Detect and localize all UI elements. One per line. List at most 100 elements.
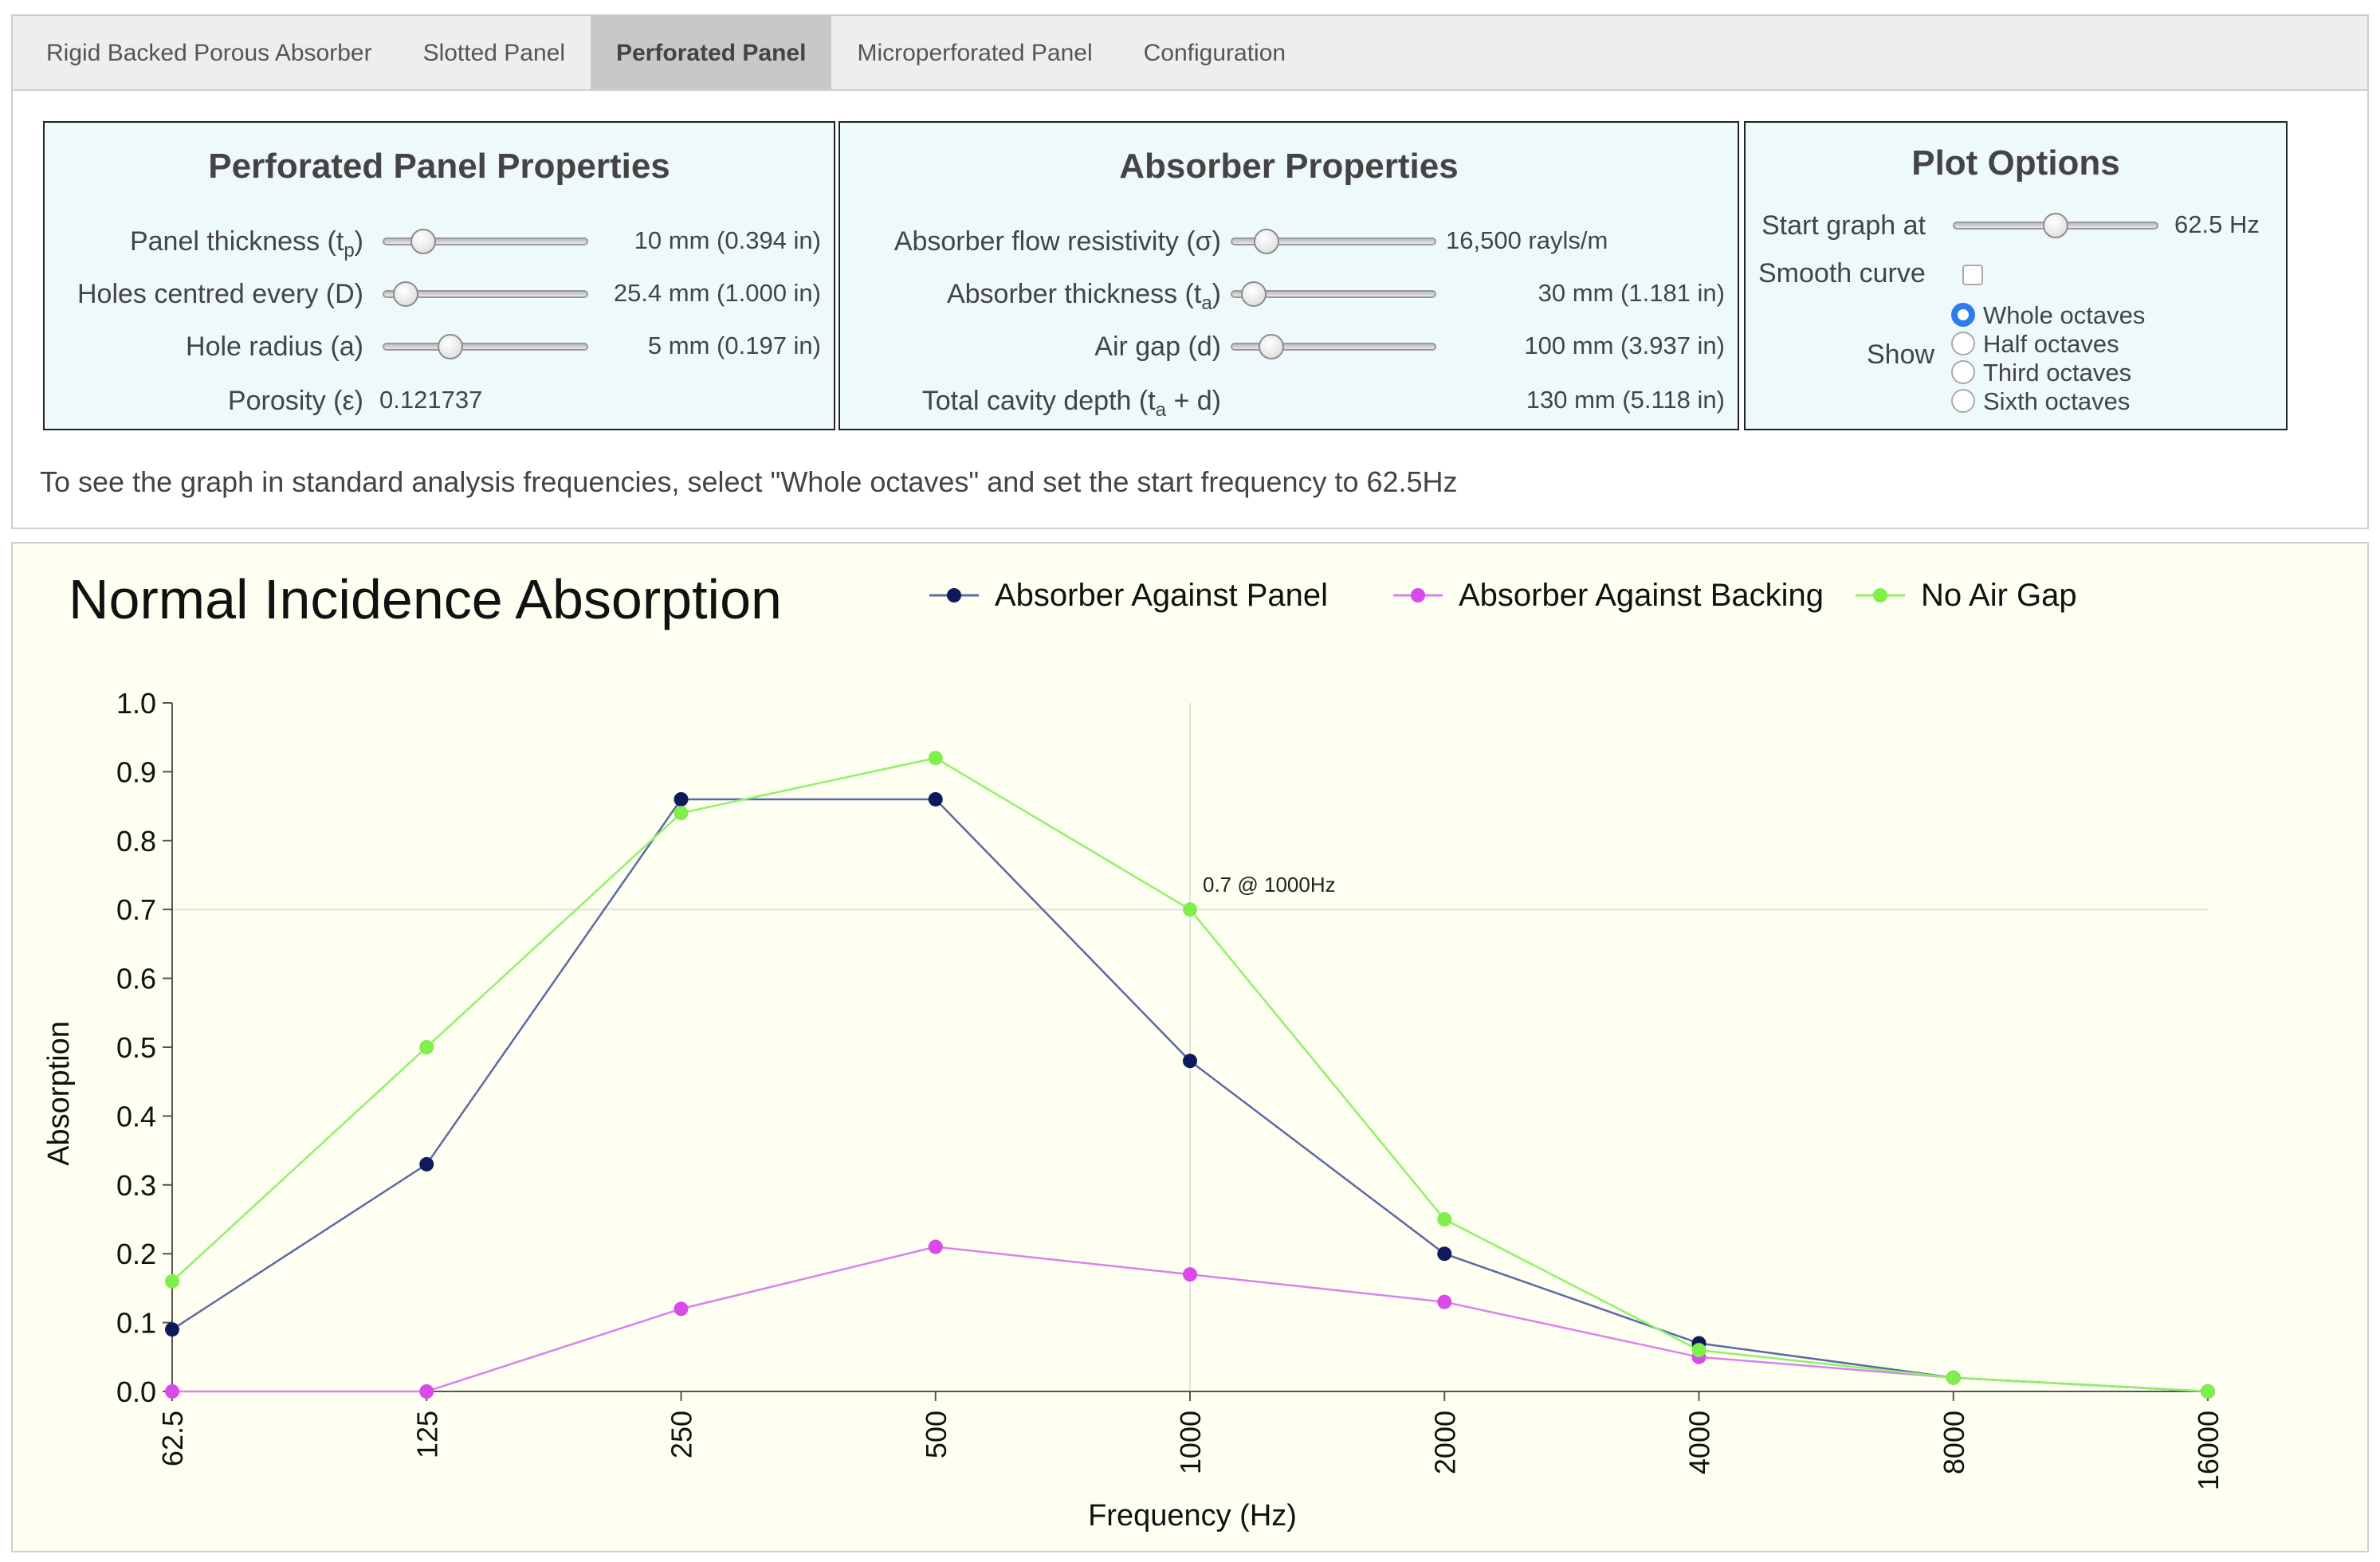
hole-radius-slider[interactable] (383, 334, 588, 359)
tab-microperforated-panel[interactable]: Microperforated Panel (857, 40, 1093, 66)
holes-centred-slider[interactable] (383, 281, 588, 307)
radio-whole-octaves[interactable]: Whole octaves (1951, 301, 2145, 330)
holes-centred-slider-knob[interactable] (393, 281, 419, 307)
series-1-point (165, 1384, 179, 1399)
x-tick-label: 125 (410, 1411, 443, 1458)
x-tick-label: 2000 (1428, 1411, 1461, 1474)
air-gap-slider[interactable] (1231, 334, 1436, 359)
legend-label-1: Absorber Against Backing (1459, 578, 1824, 613)
series-2-point (419, 1040, 434, 1054)
radio-whole-octaves-dot[interactable] (1951, 303, 1975, 327)
series-2-point (674, 806, 689, 821)
x-tick-label: 500 (920, 1411, 952, 1458)
tab-rigid-backed-porous-absorber[interactable]: Rigid Backed Porous Absorber (46, 40, 372, 66)
legend-label-0: Absorber Against Panel (995, 578, 1328, 613)
y-tick-label: 0.5 (116, 1031, 156, 1064)
series-1-point (419, 1384, 434, 1399)
x-tick-label: 1000 (1174, 1411, 1207, 1474)
series-2-point (165, 1274, 179, 1289)
flow-resistivity-slider[interactable] (1231, 229, 1436, 254)
y-tick-label: 0.0 (116, 1376, 156, 1408)
perforated-panel-properties-box: Perforated Panel Properties Panel thickn… (43, 121, 835, 430)
porosity-label: Porosity (ε) (227, 386, 363, 416)
series-2-point (1946, 1370, 1961, 1385)
flow-resistivity-slider-knob[interactable] (1253, 229, 1279, 254)
series-1-point (674, 1301, 689, 1317)
series-0-point (165, 1322, 179, 1337)
y-tick-label: 0.8 (116, 825, 156, 858)
properties-section: Perforated Panel Properties Panel thickn… (11, 89, 2369, 529)
legend-marker-0 (947, 588, 961, 602)
start-graph-slider-knob[interactable] (2043, 213, 2068, 238)
radio-half-octaves-dot[interactable] (1951, 332, 1975, 355)
plot-options-box: Plot Options Start graph at 62.5 Hz Smoo… (1744, 121, 2288, 430)
tab-bar: Rigid Backed Porous Absorber Slotted Pan… (11, 14, 2369, 91)
absorption-chart: Normal Incidence Absorption Absorber Aga… (42, 568, 2225, 1533)
chart-area: Normal Incidence Absorption Absorber Aga… (11, 542, 2369, 1552)
y-tick-label: 0.9 (116, 755, 156, 788)
y-axis-label: Absorption (42, 1021, 76, 1166)
y-tick-label: 0.6 (116, 963, 156, 995)
legend-marker-1 (1411, 588, 1425, 602)
absorber-thickness-row: Absorber thickness (ta) 30 mm (1.181 in) (840, 279, 1738, 314)
chart-legend: Absorber Against Panel Absorber Against B… (929, 578, 2077, 613)
absorber-properties-title: Absorber Properties (1119, 147, 1459, 186)
smooth-curve-row: Smooth curve (1746, 258, 2286, 290)
series-2-point (1691, 1343, 1706, 1358)
series-0-point (419, 1156, 434, 1172)
x-axis-label: Frequency (Hz) (1088, 1499, 1297, 1533)
series-2-point (928, 751, 943, 766)
panel-thickness-slider-knob[interactable] (410, 229, 437, 254)
air-gap-slider-knob[interactable] (1259, 334, 1285, 359)
total-cavity-label: Total cavity depth (ta + d) (921, 386, 1221, 421)
absorber-properties-box: Absorber Properties Absorber flow resist… (838, 121, 1739, 430)
hole-radius-value: 5 mm (0.197 in) (647, 332, 821, 359)
y-tick-label: 0.1 (116, 1307, 156, 1340)
tab-perforated-panel[interactable]: Perforated Panel (591, 16, 832, 91)
legend-label-2: No Air Gap (1921, 578, 2077, 613)
flow-resistivity-row: Absorber flow resistivity (σ) 16,500 ray… (840, 226, 1738, 258)
radio-third-octaves[interactable]: Third octaves (1951, 359, 2131, 387)
series-1-point (928, 1239, 943, 1254)
y-tick-label: 0.4 (116, 1100, 156, 1132)
x-tick-label: 4000 (1683, 1411, 1716, 1474)
hole-radius-row: Hole radius (a) 5 mm (0.197 in) (45, 332, 834, 363)
chart-title: Normal Incidence Absorption (69, 568, 782, 630)
start-graph-slider[interactable] (1953, 213, 2158, 238)
tab-slotted-panel[interactable]: Slotted Panel (422, 40, 566, 66)
x-tick-label: 16000 (2192, 1411, 2225, 1490)
holes-centred-row: Holes centred every (D) 25.4 mm (1.000 i… (45, 279, 834, 311)
total-cavity-row: Total cavity depth (ta + d) 130 mm (5.11… (840, 386, 1738, 421)
absorber-thickness-slider-knob[interactable] (1241, 281, 1267, 307)
plot-options-title: Plot Options (1911, 143, 2120, 182)
flow-resistivity-label: Absorber flow resistivity (σ) (893, 226, 1221, 257)
radio-sixth-octaves[interactable]: Sixth octaves (1951, 387, 2130, 416)
panel-thickness-slider[interactable] (383, 229, 588, 254)
absorber-thickness-label: Absorber thickness (ta) (946, 279, 1221, 314)
porosity-value: 0.121737 (379, 386, 483, 414)
panel-thickness-value: 10 mm (0.394 in) (634, 226, 821, 254)
tab-configuration[interactable]: Configuration (1143, 40, 1286, 66)
start-graph-label: Start graph at (1761, 210, 1926, 241)
analysis-note: To see the graph in standard analysis fr… (40, 465, 1458, 498)
series-0-point (1183, 1054, 1197, 1069)
y-tick-label: 1.0 (116, 687, 156, 720)
series-0-point (674, 791, 689, 807)
flow-resistivity-value: 16,500 rayls/m (1446, 226, 1608, 254)
radio-third-octaves-dot[interactable] (1951, 360, 1975, 384)
air-gap-value: 100 mm (3.937 in) (1524, 332, 1725, 359)
start-graph-value: 62.5 Hz (2174, 210, 2260, 238)
series-1-point (1183, 1267, 1197, 1282)
panel-thickness-row: Panel thickness (tp) 10 mm (0.394 in) (45, 226, 834, 261)
smooth-curve-checkbox[interactable] (1962, 265, 1983, 285)
radio-half-octaves[interactable]: Half octaves (1951, 330, 2119, 359)
holes-centred-label: Holes centred every (D) (77, 279, 363, 309)
chart-series: 0.7 @ 1000Hz (165, 751, 2215, 1399)
radio-sixth-octaves-dot[interactable] (1951, 389, 1975, 413)
annotation-label: 0.7 @ 1000Hz (1203, 873, 1336, 897)
x-tick-label: 250 (666, 1411, 698, 1458)
air-gap-row: Air gap (d) 100 mm (3.937 in) (840, 332, 1738, 363)
absorber-thickness-slider[interactable] (1231, 281, 1436, 307)
absorber-thickness-value: 30 mm (1.181 in) (1538, 279, 1725, 307)
hole-radius-slider-knob[interactable] (437, 334, 463, 359)
